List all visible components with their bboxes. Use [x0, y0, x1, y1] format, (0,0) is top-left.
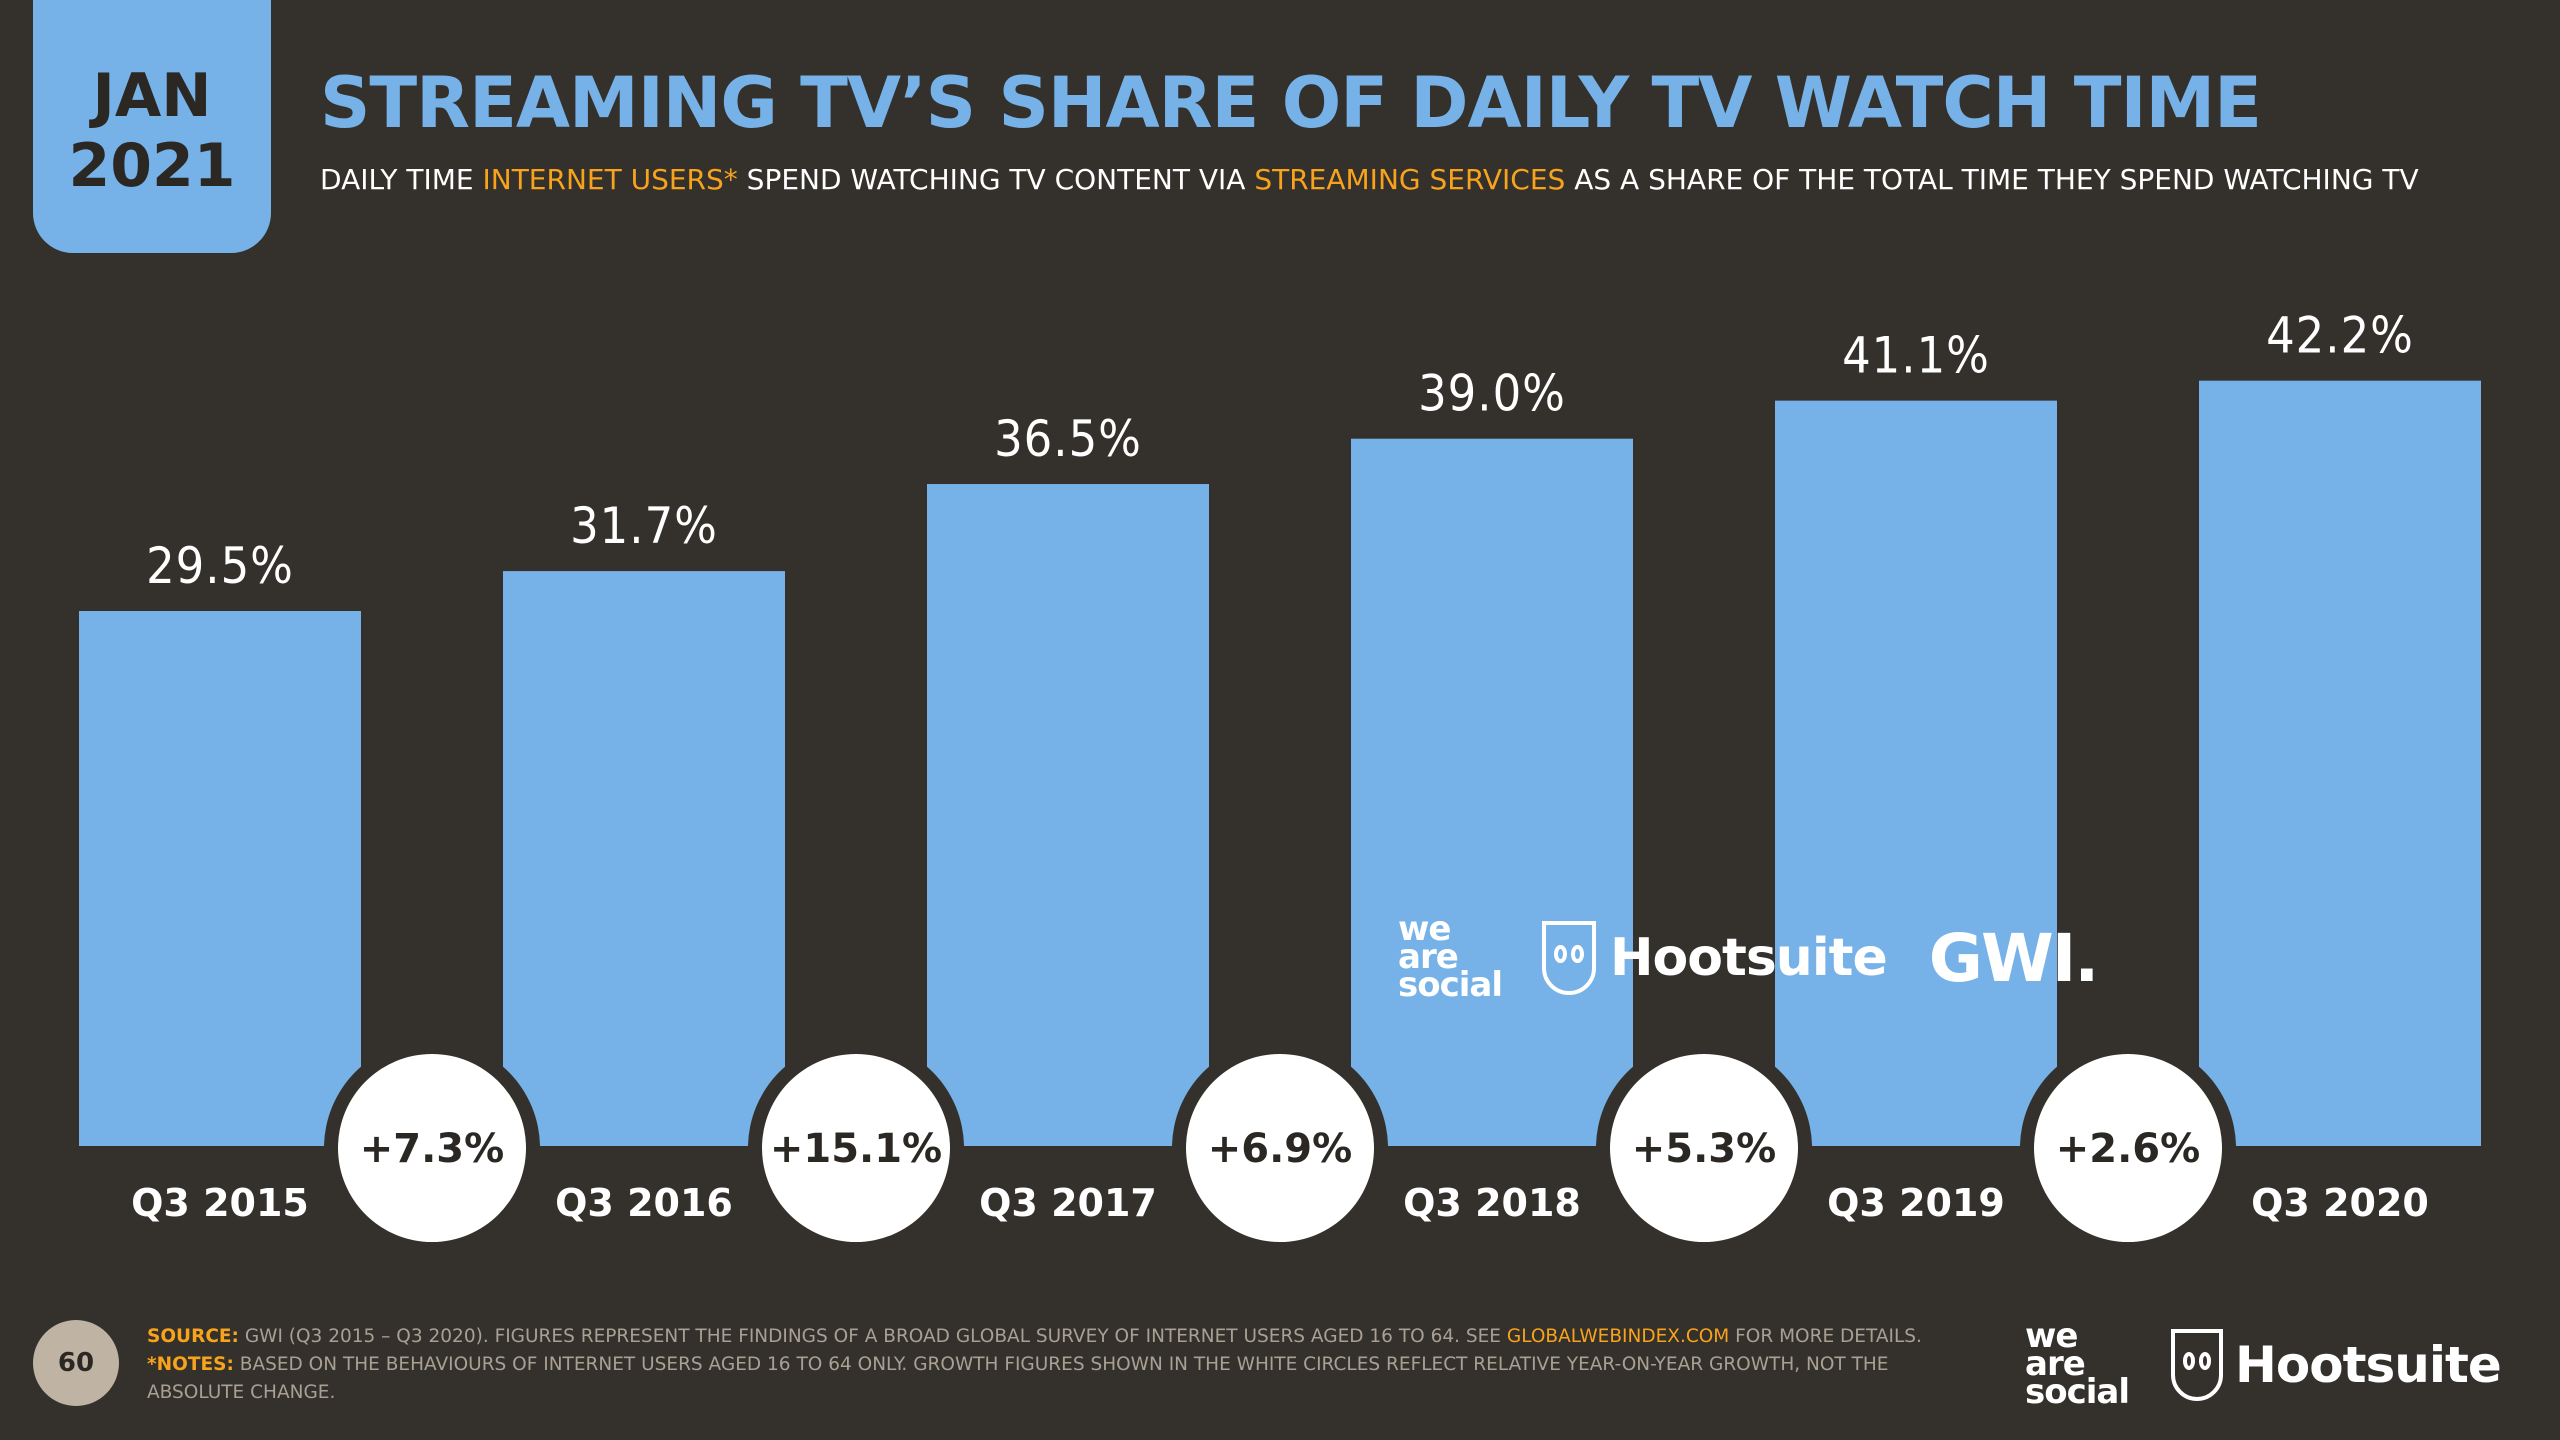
category-label-1: Q3 2015	[131, 1181, 309, 1225]
bar-value-label-5: 41.1%	[1842, 327, 1990, 385]
footer-hootsuite-logo: Hootsuite	[2235, 1336, 2502, 1394]
bar-value-label-4: 39.0%	[1418, 365, 1566, 423]
logo-line-social: social	[1398, 964, 1503, 1005]
bar-5	[1775, 400, 2057, 1147]
footer-logo-line-we: we	[2025, 1316, 2078, 1357]
growth-label-3: +6.9%	[1208, 1126, 1352, 1172]
we-are-social-logo: we are social	[1398, 909, 1503, 1005]
subtitle-part-2: SPEND WATCHING TV CONTENT VIA	[737, 163, 1255, 196]
bar-3	[927, 484, 1209, 1146]
page-subtitle: DAILY TIME INTERNET USERS* SPEND WATCHIN…	[320, 163, 2419, 196]
growth-circle-3	[1186, 1054, 1374, 1242]
hootsuite-owl-icon	[1542, 921, 1597, 995]
logo-line-are: are	[1398, 937, 1459, 978]
subtitle-part-3: AS A SHARE OF THE TOTAL TIME THEY SPEND …	[1565, 163, 2419, 196]
growth-label-1: +7.3%	[360, 1126, 504, 1172]
footer-we-are-social-logo: we are social	[2025, 1316, 2130, 1412]
category-label-6: Q3 2020	[2251, 1181, 2429, 1225]
bar-value-label-1: 29.5%	[146, 537, 294, 595]
footer-logo-line-social: social	[2025, 1371, 2130, 1412]
subtitle-highlight-streaming-services: STREAMING SERVICES	[1254, 163, 1566, 196]
logo-line-we: we	[1398, 909, 1451, 950]
gwi-logo: GWI.	[1928, 919, 2100, 997]
partner-logos: we are social Hootsuite GWI.	[1398, 908, 2100, 1008]
bar-1	[79, 611, 361, 1146]
hootsuite-logo: Hootsuite	[1610, 928, 1888, 988]
category-label-3: Q3 2017	[979, 1181, 1157, 1225]
page-number: 60	[33, 1320, 119, 1406]
growth-circle-2	[762, 1054, 950, 1242]
footer-logo-line-are: are	[2025, 1344, 2086, 1385]
date-badge-year: 2021	[68, 130, 236, 201]
page-title: STREAMING TV’S SHARE OF DAILY TV WATCH T…	[320, 62, 2262, 144]
notes-label: *NOTES:	[147, 1354, 234, 1375]
bar-value-label-2: 31.7%	[570, 497, 718, 555]
category-label-2: Q3 2016	[555, 1181, 733, 1225]
source-notes: SOURCE: GWI (Q3 2015 – Q3 2020). FIGURES…	[147, 1323, 1977, 1407]
source-text: GWI (Q3 2015 – Q3 2020). FIGURES REPRESE…	[238, 1326, 1507, 1347]
bar-6	[2199, 380, 2481, 1146]
source-label: SOURCE:	[147, 1326, 239, 1347]
bar-4	[1351, 438, 1633, 1146]
bar-2	[503, 571, 785, 1146]
date-badge-month: JAN	[92, 60, 212, 131]
footer-logos: we are social Hootsuite	[2025, 1315, 2502, 1415]
date-badge: JAN 2021	[33, 0, 271, 253]
bar-value-label-3: 36.5%	[994, 410, 1142, 468]
subtitle-highlight-internet-users: INTERNET USERS*	[482, 163, 738, 196]
growth-circle-5	[2034, 1054, 2222, 1242]
notes-text: BASED ON THE BEHAVIOURS OF INTERNET USER…	[147, 1354, 1889, 1403]
growth-label-4: +5.3%	[1632, 1126, 1776, 1172]
source-link[interactable]: GLOBALWEBINDEX.COM	[1506, 1326, 1730, 1347]
footer-hootsuite-owl-icon	[2171, 1329, 2224, 1401]
category-label-5: Q3 2019	[1827, 1181, 2005, 1225]
growth-label-5: +2.6%	[2056, 1126, 2200, 1172]
growth-circle-4	[1610, 1054, 1798, 1242]
growth-circle-1	[338, 1054, 526, 1242]
category-label-4: Q3 2018	[1403, 1181, 1581, 1225]
bar-chart: 29.5% Q3 2015 31.7% Q3 2016 36.5% Q3 2017 39.0…	[79, 306, 2481, 1242]
subtitle-part-1: DAILY TIME	[320, 163, 483, 196]
growth-label-2: +15.1%	[770, 1126, 942, 1172]
bar-value-label-6: 42.2%	[2266, 307, 2414, 365]
source-tail: FOR MORE DETAILS.	[1729, 1326, 1922, 1347]
